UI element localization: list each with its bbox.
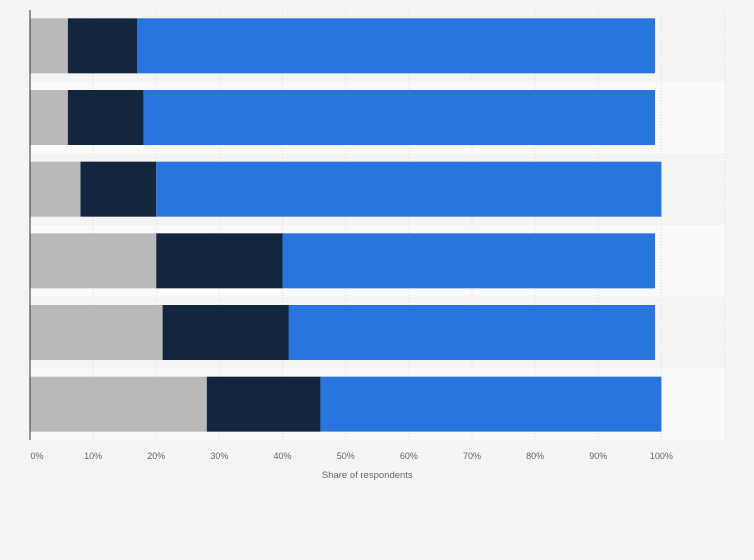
bar-segment-2[interactable]: [206, 376, 321, 432]
x-tick-label: 0%: [30, 451, 43, 461]
row-bands: [30, 10, 725, 440]
bar-segment-1[interactable]: [30, 161, 81, 217]
bar-segment-3[interactable]: [282, 233, 656, 289]
bar-segment-1[interactable]: [30, 18, 68, 74]
bar-segment-3[interactable]: [143, 90, 656, 145]
bar-segment-2[interactable]: [156, 233, 283, 289]
x-axis-title: Share of respondents: [322, 470, 413, 481]
x-tick-label: 60%: [400, 451, 418, 461]
x-tick-label: 30%: [210, 451, 228, 461]
bar-segment-3[interactable]: [320, 376, 662, 432]
x-tick-label: 90%: [589, 451, 607, 461]
bar-segment-3[interactable]: [288, 305, 656, 360]
bar-segment-3[interactable]: [137, 18, 656, 74]
x-tick-label: 40%: [274, 451, 292, 461]
bar-segment-1[interactable]: [30, 233, 157, 289]
x-tick-label: 50%: [337, 451, 355, 461]
x-tick-label: 10%: [84, 451, 102, 461]
x-tick-label: 20%: [147, 451, 165, 461]
x-tick-label: 70%: [463, 451, 481, 461]
bar-segment-1[interactable]: [30, 305, 163, 360]
bar-segment-2[interactable]: [80, 161, 157, 217]
x-tick-label: 100%: [650, 451, 673, 461]
bar-segment-1[interactable]: [30, 90, 68, 145]
bar-segment-2[interactable]: [67, 90, 144, 145]
bar-segment-1[interactable]: [30, 376, 207, 432]
bars: [30, 18, 662, 432]
x-tick-label: 80%: [526, 451, 544, 461]
bar-segment-2[interactable]: [162, 305, 289, 360]
bar-segment-3[interactable]: [156, 161, 662, 217]
x-axis-ticks: 0% 10% 20% 30% 40% 50% 60% 70% 80% 90% 100%: [30, 451, 672, 461]
bar-segment-2[interactable]: [67, 18, 138, 74]
